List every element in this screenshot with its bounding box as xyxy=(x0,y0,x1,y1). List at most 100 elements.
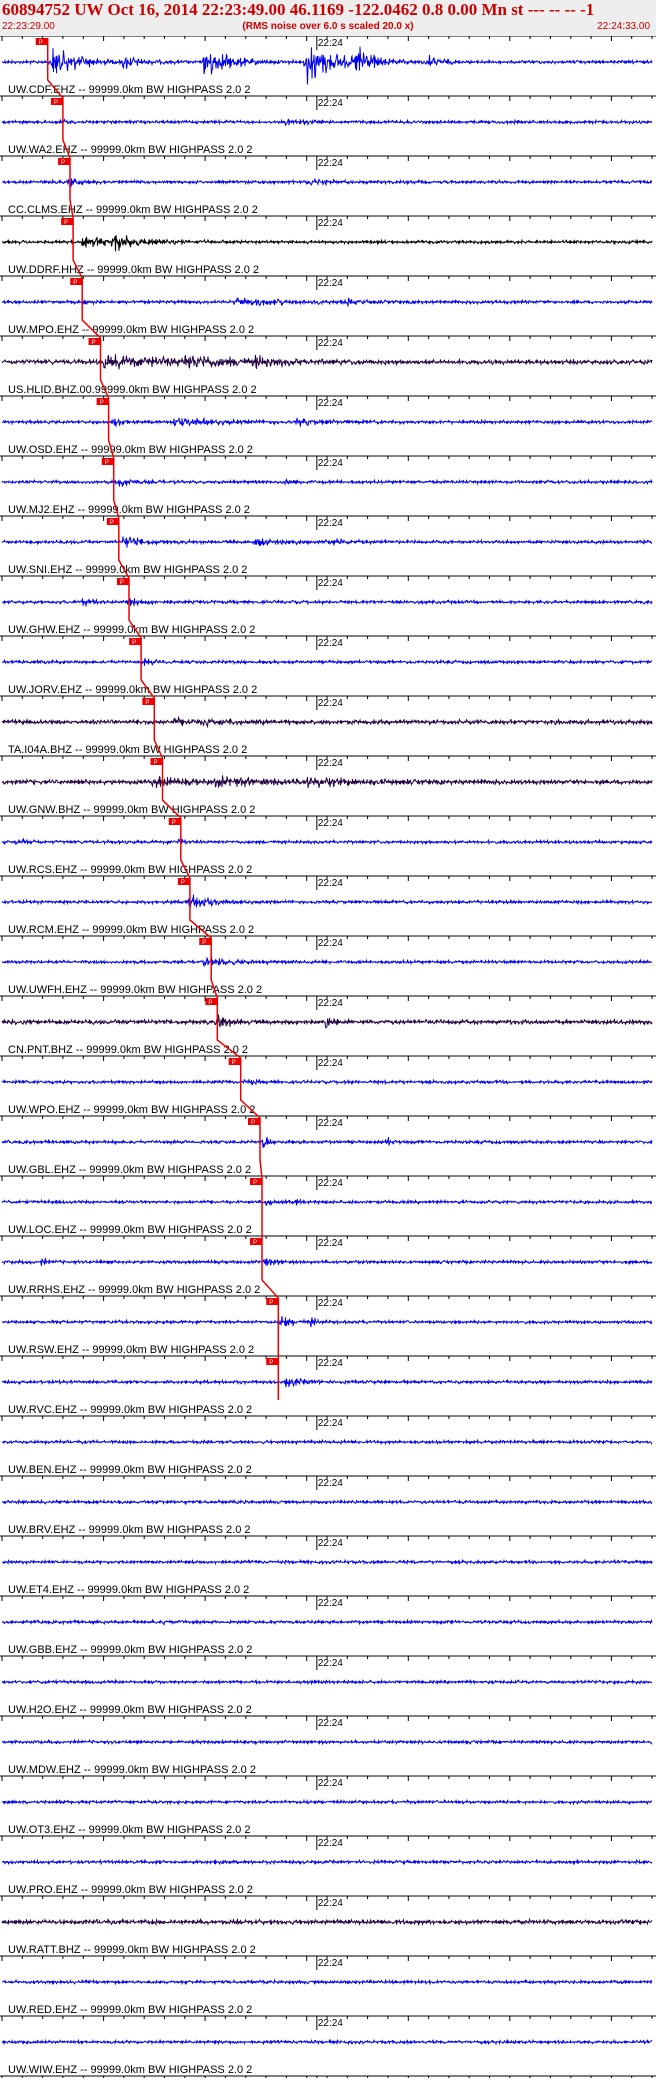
pick-marker xyxy=(199,938,212,945)
waveform-trace xyxy=(1,177,653,188)
station-label: UW.UWFH.EHZ -- 99999.0km BW HIGHPASS 2.0… xyxy=(8,984,262,996)
minute-mark-label: 22:24 xyxy=(318,218,343,229)
pick-marker-label: P xyxy=(269,1360,273,1366)
station-label: UW.DDRF.HHZ -- 99999.0km BW HIGHPASS 2.0… xyxy=(8,264,259,276)
minute-mark-label: 22:24 xyxy=(318,398,343,409)
waveform-trace xyxy=(1,1378,653,1388)
pick-marker-label: P xyxy=(110,520,114,526)
time-axis-ticks xyxy=(1,1176,653,1181)
time-axis-ticks xyxy=(1,1056,653,1061)
pick-marker xyxy=(129,638,142,645)
time-axis-ticks xyxy=(1,996,653,1001)
waveform-trace xyxy=(1,354,653,370)
minute-mark-label: 22:24 xyxy=(318,698,343,709)
station-label: UW.ET4.EHZ -- 99999.0km BW HIGHPASS 2.0 … xyxy=(8,1584,249,1596)
waveform-trace xyxy=(1,234,653,252)
waveform-trace xyxy=(1,536,653,548)
station-label: UW.RSW.EHZ -- 99999.0km BW HIGHPASS 2.0 … xyxy=(8,1344,254,1356)
waveform-trace xyxy=(1,1678,652,1686)
time-axis-ticks xyxy=(1,156,653,161)
station-label: UW.GHW.EHZ -- 99999.0km BW HIGHPASS 2.0 … xyxy=(8,624,255,636)
pick-marker-label: P xyxy=(251,1120,255,1126)
waveform-trace xyxy=(1,598,653,607)
pick-marker-label: P xyxy=(132,640,136,646)
time-axis-ticks xyxy=(1,2016,653,2021)
minute-mark-label: 22:24 xyxy=(318,278,343,289)
minute-mark-label: 22:24 xyxy=(318,998,343,1009)
waveform-trace xyxy=(1,1858,653,1866)
waveform-trace xyxy=(1,775,653,789)
station-label: CC.CLMS.EHZ -- 99999.0km BW HIGHPASS 2.0… xyxy=(8,204,258,216)
pick-marker-label: P xyxy=(172,820,176,826)
station-label: UW.BRV.EHZ -- 99999.0km BW HIGHPASS 2.0 … xyxy=(8,1524,251,1536)
time-axis-ticks xyxy=(1,936,653,941)
station-label: UW.GNW.BHZ -- 99999.0km BW HIGHPASS 2.0 … xyxy=(8,804,255,816)
minute-mark-label: 22:24 xyxy=(318,1778,343,1789)
station-label: UW.RATT.BHZ -- 99999.0km BW HIGHPASS 2.0… xyxy=(8,1944,256,1956)
waveform-trace xyxy=(1,1738,653,1746)
end-time: 22:24:33.00 xyxy=(597,21,650,32)
time-axis-ticks xyxy=(1,1536,653,1541)
pick-moveout-line xyxy=(46,38,280,1400)
time-axis-ticks xyxy=(1,576,653,581)
minute-mark-label: 22:24 xyxy=(318,818,343,829)
waveform-trace xyxy=(1,477,653,487)
station-label: UW.RRHS.EHZ -- 99999.0km BW HIGHPASS 2.0… xyxy=(8,1284,260,1296)
minute-mark-label: 22:24 xyxy=(318,98,343,109)
pick-marker xyxy=(116,578,129,585)
time-axis-ticks xyxy=(1,1116,653,1121)
waveform-trace xyxy=(1,1136,653,1148)
waveform-trace xyxy=(1,297,653,307)
pick-marker-label: P xyxy=(120,580,124,586)
waveform-trace xyxy=(1,416,653,428)
waveform-trace xyxy=(1,837,653,846)
pick-marker-label: P xyxy=(92,340,96,346)
station-label: UW.SNI.EHZ -- 99999.0km BW HIGHPASS 2.0 … xyxy=(8,564,247,576)
pick-marker xyxy=(142,698,155,705)
station-label: UW.WPO.EHZ -- 99999.0km BW HIGHPASS 2.0 … xyxy=(8,1104,255,1116)
station-label: UW.OT3.EHZ -- 99999.0km BW HIGHPASS 2.0 … xyxy=(8,1824,250,1836)
time-axis-ticks xyxy=(1,1296,653,1301)
minute-mark-label: 22:24 xyxy=(318,1538,343,1549)
pick-marker-label: P xyxy=(64,220,68,226)
minute-mark-label: 22:24 xyxy=(318,758,343,769)
minute-mark-label: 22:24 xyxy=(318,1898,343,1909)
minute-mark-label: 22:24 xyxy=(318,1958,343,1969)
time-axis-ticks xyxy=(1,1776,653,1781)
minute-mark-label: 22:24 xyxy=(318,938,343,949)
station-label: TA.I04A.BHZ -- 99999.0km BW HIGHPASS 2.0… xyxy=(8,744,247,756)
pick-marker-label: P xyxy=(100,400,104,406)
seismogram-chart: 22:24 UW.CDF.EHZ -- 99999.0km BW HIGHPASS… xyxy=(0,35,656,2083)
minute-mark-label: 22:24 xyxy=(318,1418,343,1429)
station-label: UW.MDW.EHZ -- 99999.0km BW HIGHPASS 2.0 … xyxy=(8,1764,256,1776)
pick-marker xyxy=(50,98,63,105)
time-axis-ticks xyxy=(1,1236,653,1241)
station-label: UW.RCM.EHZ -- 99999.0km BW HIGHPASS 2.0 … xyxy=(8,924,254,936)
minute-mark-label: 22:24 xyxy=(318,1598,343,1609)
minute-mark-label: 22:24 xyxy=(318,878,343,889)
station-label: UW.BEN.EHZ -- 99999.0km BW HIGHPASS 2.0 … xyxy=(8,1464,252,1476)
waveform-trace xyxy=(1,1197,653,1207)
start-time: 22:23:29.00 xyxy=(2,21,55,32)
pick-marker xyxy=(96,398,109,405)
pick-marker-label: P xyxy=(269,1300,273,1306)
minute-mark-label: 22:24 xyxy=(318,1358,343,1369)
time-axis-ticks xyxy=(1,1356,653,1361)
minute-mark-label: 22:24 xyxy=(318,1058,343,1069)
minute-mark-label: 22:24 xyxy=(318,1838,343,1849)
station-label: UW.RED.EHZ -- 99999.0km BW HIGHPASS 2.0 … xyxy=(8,2004,252,2016)
waveform-trace xyxy=(1,1014,653,1029)
pick-marker-label: P xyxy=(181,880,185,886)
station-label: UW.H2O.EHZ -- 99999.0km BW HIGHPASS 2.0 … xyxy=(8,1704,252,1716)
time-axis-ticks xyxy=(1,876,653,881)
minute-mark-label: 22:24 xyxy=(318,38,343,49)
header-bar: 60894752 UW Oct 16, 2014 22:23:49.00 46.… xyxy=(0,0,656,36)
waveform-trace xyxy=(1,1917,653,1927)
waveform-trace xyxy=(1,1618,653,1626)
station-label: UW.WA2.EHZ -- 99999.0km BW HIGHPASS 2.0 … xyxy=(8,144,253,156)
pick-marker-label: P xyxy=(232,1060,236,1066)
station-label: UW.GBB.EHZ -- 99999.0km BW HIGHPASS 2.0 … xyxy=(8,1644,252,1656)
pick-marker-label: P xyxy=(153,760,157,766)
time-axis-ticks xyxy=(1,516,653,521)
pick-marker xyxy=(228,1058,241,1065)
